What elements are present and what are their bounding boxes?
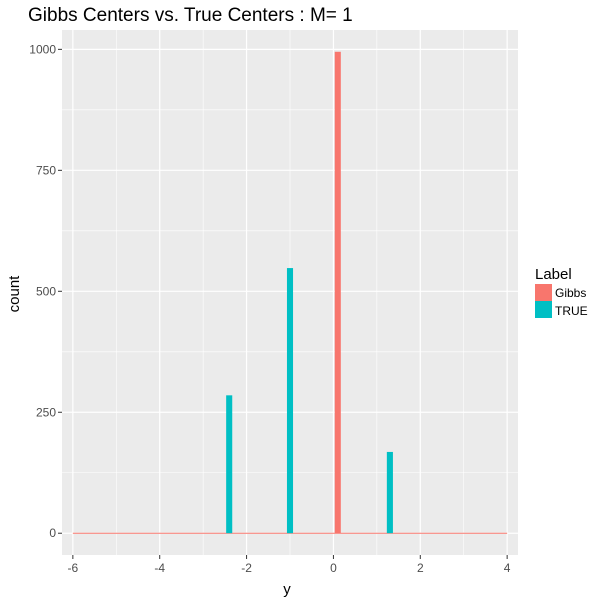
x-tick-label: 2 [417,561,424,575]
legend-key-true [535,301,552,318]
bar-true [226,395,233,534]
x-axis-title: y [283,581,291,598]
x-tick-label: -2 [241,561,252,575]
x-tick-label: 4 [504,561,511,575]
legend-key-gibbs [535,284,552,301]
y-tick-label: 750 [36,163,56,177]
legend-label-gibbs: Gibbs [555,286,586,300]
y-tick-label: 250 [36,405,56,419]
x-axis: -6 -4 -2 0 2 4 [68,555,511,575]
y-tick-label: 500 [36,284,56,298]
y-axis-title: count [6,275,23,313]
x-tick-label: 0 [330,561,337,575]
y-tick-label: 0 [49,526,56,540]
x-tick-label: -4 [154,561,165,575]
legend: Label Gibbs TRUE [535,266,588,318]
legend-title: Label [535,266,572,283]
bars [72,51,508,534]
y-axis: 0 250 500 750 1000 [29,42,62,540]
bar-gibbs [334,51,341,534]
x-tick-label: -6 [68,561,79,575]
chart-title: Gibbs Centers vs. True Centers : M= 1 [28,5,353,26]
legend-label-true: TRUE [555,304,588,318]
bar-true [386,451,393,534]
y-tick-label: 1000 [29,42,56,56]
bar-true [286,268,294,534]
